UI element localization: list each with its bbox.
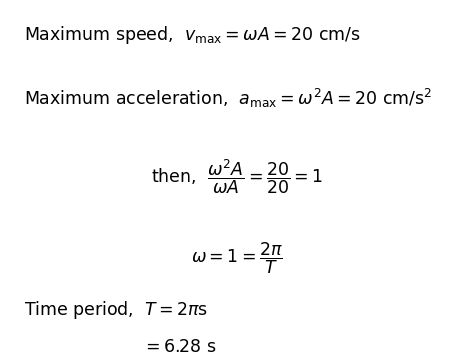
Text: Maximum acceleration,  $a_{\mathrm{max}} = \omega^2 A = 20$ cm/s$^2$: Maximum acceleration, $a_{\mathrm{max}} … [24, 87, 432, 110]
Text: $= 6.28$ s: $= 6.28$ s [142, 338, 217, 357]
Text: Maximum speed,  $v_{\mathrm{max}} = \omega A = 20$ cm/s: Maximum speed, $v_{\mathrm{max}} = \omeg… [24, 24, 361, 46]
Text: then,  $\dfrac{\omega^2 A}{\omega A} = \dfrac{20}{20} = 1$: then, $\dfrac{\omega^2 A}{\omega A} = \d… [151, 157, 323, 196]
Text: Time period,  $T = 2\pi$s: Time period, $T = 2\pi$s [24, 299, 208, 321]
Text: $\omega = 1 = \dfrac{2\pi}{T}$: $\omega = 1 = \dfrac{2\pi}{T}$ [191, 241, 283, 276]
